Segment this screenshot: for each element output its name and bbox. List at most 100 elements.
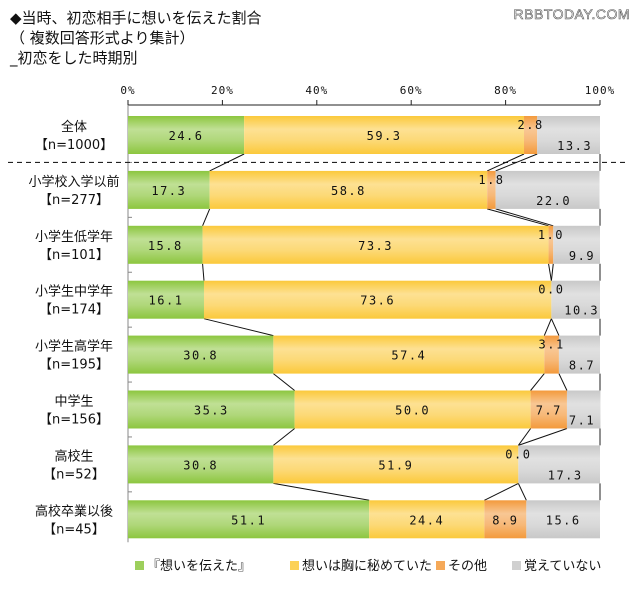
category-label: 高校卒業以後 — [35, 503, 113, 519]
bar-segment — [128, 335, 274, 374]
connector-line — [209, 153, 245, 172]
bar-segment — [484, 500, 527, 539]
value-label: 0.0 — [538, 283, 564, 297]
bar-segment — [128, 170, 210, 209]
x-tick-label: 80% — [494, 84, 517, 97]
category-label: 小学生高学年 — [35, 339, 113, 355]
category-n-label: 【n=1000】 — [35, 138, 113, 153]
value-label: 8.7 — [569, 359, 595, 373]
value-label: 22.0 — [536, 194, 571, 208]
bar-segment — [518, 445, 600, 484]
bar-segment — [548, 225, 554, 264]
value-label: 1.0 — [538, 228, 564, 242]
bar-segment — [369, 500, 485, 539]
value-label: 3.1 — [539, 338, 565, 352]
connector-line — [495, 153, 538, 172]
bar-segment — [128, 500, 370, 539]
x-tick-label: 0% — [120, 84, 135, 97]
value-label: 50.0 — [395, 404, 430, 418]
x-tick-label: 60% — [400, 84, 423, 97]
bar-segment — [128, 116, 245, 154]
connector-line — [550, 263, 554, 281]
bar-segment — [537, 116, 600, 154]
value-label: 51.1 — [231, 513, 266, 527]
legend-label: 『想いを伝えた』 — [147, 558, 251, 574]
legend-label: 想いは胸に秘めていた — [302, 558, 432, 574]
legend-swatch — [512, 561, 521, 570]
value-label: 17.3 — [151, 184, 186, 198]
connector-line — [273, 482, 370, 501]
category-label: 小学校入学以前 — [28, 174, 119, 190]
category-label: 小学生低学年 — [35, 229, 113, 245]
connector-line — [530, 373, 545, 391]
connector-line — [495, 208, 554, 227]
value-label: 7.1 — [569, 414, 595, 428]
value-label: 7.7 — [536, 404, 562, 418]
value-label: 73.3 — [358, 239, 393, 253]
category-n-label: 【n=101】 — [39, 248, 109, 263]
value-label: 59.3 — [367, 129, 402, 143]
bar-segment — [273, 335, 545, 374]
label-layer: 全体【n=1000】小学校入学以前【n=277】小学生低学年【n=101】小学生… — [28, 118, 599, 537]
bar-segment — [294, 390, 531, 429]
connector-line — [558, 373, 568, 391]
legend-label: その他 — [448, 559, 487, 574]
connector-layer — [202, 153, 568, 501]
connector-line — [486, 153, 525, 172]
value-label: 30.8 — [183, 349, 218, 363]
value-label: 10.3 — [564, 304, 599, 318]
value-label: 58.8 — [331, 184, 366, 198]
value-label: 1.8 — [478, 173, 504, 187]
category-n-label: 【n=45】 — [43, 522, 105, 537]
connector-line — [203, 318, 274, 337]
connector-line — [518, 428, 568, 446]
value-label: 30.8 — [183, 458, 218, 472]
connector-line — [550, 318, 560, 336]
bar-segment — [128, 445, 274, 484]
bar-segment — [530, 390, 567, 429]
value-label: 17.3 — [548, 468, 583, 482]
value-label: 8.9 — [492, 513, 518, 527]
bar-segment — [544, 335, 559, 374]
category-label: 中学生 — [54, 394, 93, 410]
connector-line — [548, 263, 552, 281]
value-label: 51.9 — [378, 458, 413, 472]
x-tick-label: 20% — [211, 84, 234, 97]
connector-line — [273, 373, 295, 391]
legend: 『想いを伝えた』 想いは胸に秘めていた その他 覚えていない — [135, 558, 601, 574]
bar-segment — [128, 280, 204, 319]
value-label: 15.6 — [546, 513, 581, 527]
x-tick-label: 100% — [585, 84, 616, 97]
bar-segment — [273, 445, 519, 484]
bar-segment — [551, 280, 600, 319]
bar-segment — [244, 116, 525, 154]
bar-segment — [128, 390, 295, 429]
value-label: 15.8 — [148, 239, 183, 253]
value-label: 73.6 — [360, 294, 395, 308]
category-n-label: 【n=52】 — [43, 467, 105, 482]
chart-title: ◆当時、初恋相手に想いを伝えた割合 （ 複数回答形式より集計） _初恋をした時期… — [10, 8, 262, 68]
value-label: 13.3 — [557, 139, 592, 153]
x-tick-label: 40% — [305, 84, 328, 97]
value-label: 16.1 — [149, 294, 184, 308]
category-n-label: 【n=277】 — [39, 193, 109, 208]
value-label: 0.0 — [505, 447, 531, 461]
connector-line — [484, 482, 519, 501]
connector-line — [487, 208, 549, 227]
legend-swatch — [436, 561, 445, 570]
title-line-1: ◆当時、初恋相手に想いを伝えた割合 — [10, 9, 262, 27]
bar-segment — [558, 335, 600, 374]
connector-line — [202, 263, 205, 281]
bar-segment — [495, 170, 600, 209]
category-label: 高校生 — [54, 448, 93, 464]
watermark: RBBTODAY.COM — [513, 6, 630, 23]
category-label: 小学生中学年 — [35, 284, 113, 300]
bar-layer — [128, 116, 601, 539]
category-n-label: 【n=174】 — [39, 303, 109, 318]
bar-segment — [487, 170, 496, 209]
value-label: 24.6 — [169, 129, 204, 143]
legend-label: 覚えていない — [524, 559, 601, 574]
bar-segment — [203, 280, 552, 319]
category-n-label: 【n=156】 — [39, 413, 109, 428]
bar-segment — [128, 225, 203, 264]
